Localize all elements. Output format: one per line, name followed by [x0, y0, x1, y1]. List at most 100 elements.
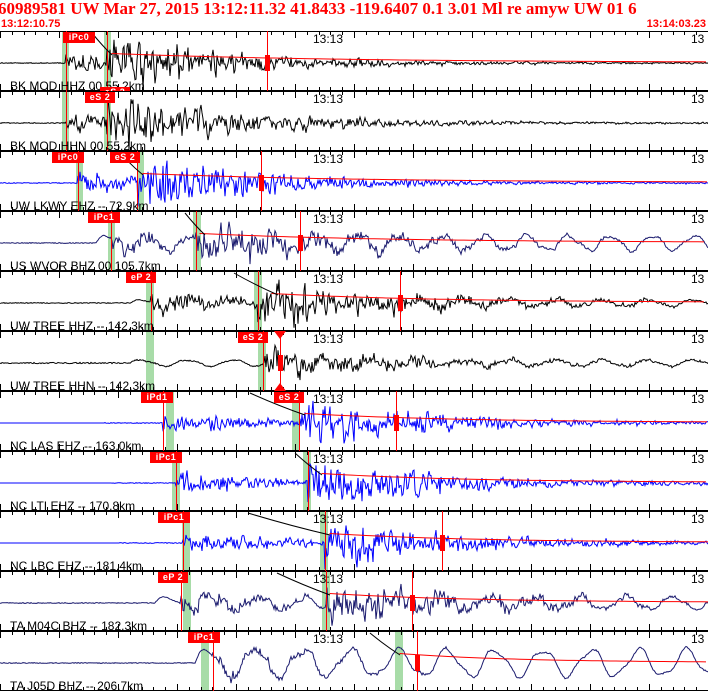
amplitude-decay-line [142, 172, 708, 183]
phase-pick-label[interactable]: iPc1 [158, 512, 190, 523]
predicted-phase-band [292, 392, 300, 450]
phase-pick-label[interactable]: eS 2 [238, 332, 268, 343]
phase-pick-label[interactable]: iPc1 [88, 212, 120, 223]
phase-pick-label[interactable]: eS 2 [110, 152, 140, 163]
amplitude-marker-bar [415, 655, 420, 671]
minute-time-label: 13:13 [313, 92, 344, 106]
window-start-time: 13:12:10.75 [1, 18, 61, 30]
amplitude-decay-line [199, 232, 705, 243]
minute-time-label: 13:13 [313, 212, 344, 226]
trace-panel[interactable]: iPc1 13:13 13 TA J05D BHZ -- 206.7km [0, 631, 708, 691]
edge-time-label: 13 [691, 272, 705, 286]
channel-label: UW TREE HHZ -- 142.3km [10, 319, 154, 331]
channel-label: TA M04C BHZ -- 182.3km [10, 619, 148, 631]
edge-time-label: 13 [691, 452, 705, 466]
amplitude-decay-line [321, 472, 707, 483]
predicted-phase-band [320, 512, 328, 570]
edge-time-label: 13 [691, 392, 705, 406]
minute-time-label: 13:13 [313, 32, 344, 46]
event-title: 60989581 UW Mar 27, 2015 13:12:11.32 41.… [0, 0, 637, 18]
edge-time-label: 13 [691, 512, 705, 526]
edge-time-label: 13 [691, 632, 705, 646]
predicted-phase-band [258, 332, 266, 390]
predicted-phase-band [76, 152, 83, 210]
amplitude-marker-bar [394, 415, 399, 431]
edge-time-label: 13 [691, 92, 705, 106]
trace-panel[interactable]: eS 2 13:13 13 UW TREE HHN -- 142.3km [0, 331, 708, 391]
minute-time-label: 13:13 [313, 152, 344, 166]
phase-pick-label[interactable]: eP 2 [158, 572, 188, 583]
event-header: 60989581 UW Mar 27, 2015 13:12:11.32 41.… [0, 0, 708, 30]
pick-leader-line [247, 512, 331, 536]
amplitude-marker-bar [278, 355, 283, 371]
trace-panel[interactable]: iPd1 eS 2 13:13 13 NC LAS EHZ -- 163.0km [0, 391, 708, 451]
pick-leader-line [369, 632, 401, 656]
amplitude-marker-bar [298, 235, 303, 251]
waveform-path [0, 221, 708, 265]
pick-leader-line [276, 572, 331, 596]
amplitude-marker-bar [398, 295, 403, 311]
waveform-path [0, 462, 708, 503]
pick-leader-line [184, 212, 206, 236]
predicted-phase-band [201, 632, 209, 690]
minute-time-label: 13:13 [313, 392, 344, 406]
pick-leader-line [294, 452, 323, 476]
trace-panel[interactable]: eS 2 13:13 13 BK MOD HHN 00 55.2km [0, 91, 708, 151]
channel-label: UW TREE HHN -- 142.3km [10, 379, 156, 391]
minute-time-label: 13:13 [313, 332, 344, 346]
waveform-path [0, 645, 708, 684]
amplitude-decay-line [304, 412, 708, 423]
minute-time-label: 13:13 [313, 452, 344, 466]
waveform-path [0, 94, 708, 151]
amplitude-marker-bar [265, 55, 270, 71]
phase-pick-label[interactable]: eP 2 [126, 272, 156, 283]
channel-label: BK MOD HHN 00 55.2km [10, 139, 147, 151]
channel-label: US WVOR BHZ 00 105.7km [10, 259, 161, 271]
phase-pick-label[interactable]: iPc1 [188, 632, 220, 643]
trace-panel[interactable]: iPc0 eS 2 13:13 13 UW LKWY EHZ -- 72.9km [0, 151, 708, 211]
predicted-phase-band [166, 392, 174, 450]
channel-label: UW LKWY EHZ -- 72.9km [10, 199, 149, 211]
channel-label: NC LTI EHZ -- 170.8km [10, 499, 136, 511]
edge-time-label: 13 [691, 152, 705, 166]
predicted-phase-band [183, 572, 191, 630]
channel-label: NC LBC EHZ -- 181.4km [10, 559, 143, 571]
window-end-time: 13:14:03.23 [646, 18, 706, 30]
edge-time-label: 13 [691, 32, 705, 46]
phase-pick-label[interactable]: iPc1 [150, 452, 182, 463]
phase-pick-label[interactable]: iPc0 [52, 152, 84, 163]
phase-pick-label[interactable]: iPc0 [63, 32, 95, 43]
minute-time-label: 13:13 [313, 572, 344, 586]
trace-panel[interactable]: iPc1 13:13 13 NC LBC EHZ -- 181.4km [0, 511, 708, 571]
trace-panel[interactable]: iPc1 13:13 13 US WVOR BHZ 00 105.7km [0, 211, 708, 271]
amplitude-marker-bar [410, 595, 415, 611]
amplitude-marker-bar [259, 175, 264, 191]
station-triangle-icon [274, 383, 286, 391]
minute-time-label: 13:13 [313, 512, 344, 526]
amplitude-decay-line [271, 292, 705, 303]
minute-time-label: 13:13 [313, 632, 344, 646]
predicted-phase-band [395, 632, 403, 690]
predicted-phase-band [62, 92, 69, 150]
phase-pick-label[interactable]: eS 2 [100, 87, 130, 91]
amplitude-marker-bar [440, 535, 445, 551]
edge-time-label: 13 [691, 212, 705, 226]
phase-pick-label[interactable]: eS 2 [85, 92, 115, 103]
channel-label: TA J05D BHZ -- 206.7km [10, 679, 144, 691]
amplitude-decay-line [329, 592, 708, 603]
phase-pick-label[interactable]: iPd1 [141, 392, 173, 403]
waveform-path [0, 279, 708, 328]
phase-pick-label[interactable]: eS 2 [274, 392, 304, 403]
amplitude-decay-line [111, 52, 707, 63]
trace-panel[interactable]: iPc1 13:13 13 NC LTI EHZ -- 170.8km [0, 451, 708, 511]
waveform-path [0, 39, 708, 88]
minute-time-label: 13:13 [313, 272, 344, 286]
trace-panel[interactable]: eP 2 13:13 13 UW TREE HHZ -- 142.3km [0, 271, 708, 331]
waveform-path [0, 343, 708, 381]
predicted-phase-band [182, 512, 190, 570]
channel-label: NC LAS EHZ -- 163.0km [10, 439, 142, 451]
trace-panel[interactable]: eP 2 13:13 13 TA M04C BHZ -- 182.3km [0, 571, 708, 631]
